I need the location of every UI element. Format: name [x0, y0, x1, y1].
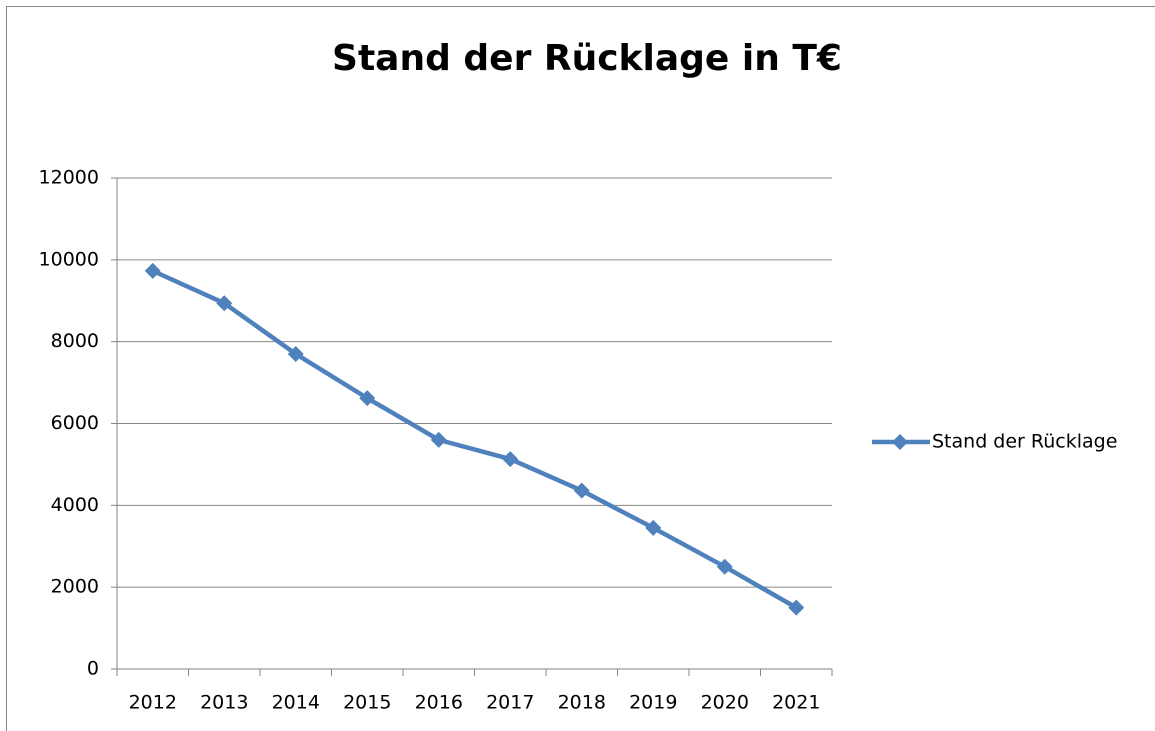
y-tick-label: 8000 — [51, 330, 99, 352]
y-tick-label: 6000 — [51, 412, 99, 434]
y-tick-label: 0 — [87, 658, 99, 680]
legend-marker — [892, 434, 908, 450]
chart-border — [6, 6, 1155, 731]
x-tick-label: 2020 — [701, 692, 749, 714]
point-marker — [716, 558, 733, 575]
series-line — [151, 268, 798, 610]
x-tick-label: 2013 — [200, 692, 248, 714]
y-tick-label: 10000 — [39, 248, 99, 270]
point-marker — [144, 262, 161, 279]
point-marker — [502, 451, 519, 468]
y-tick-label: 4000 — [51, 494, 99, 516]
legend-label: Stand der Rücklage — [932, 431, 1117, 453]
x-tick-label: 2016 — [415, 692, 463, 714]
point-marker — [573, 482, 590, 499]
x-tick-label: 2017 — [486, 692, 534, 714]
chart-title: Stand der Rücklage in T€ — [332, 38, 842, 79]
x-tick-label: 2021 — [772, 692, 820, 714]
point-marker — [216, 295, 233, 312]
point-marker — [359, 390, 376, 407]
x-tick-label: 2012 — [129, 692, 177, 714]
x-tick-label: 2014 — [272, 692, 320, 714]
point-marker — [645, 519, 662, 536]
x-tick-label: 2018 — [558, 692, 606, 714]
point-marker — [430, 431, 447, 448]
x-tick-label: 2019 — [629, 692, 677, 714]
point-marker — [287, 345, 304, 362]
y-tick-label: 12000 — [39, 167, 99, 189]
point-marker — [788, 599, 805, 616]
y-tick-label: 2000 — [51, 576, 99, 598]
x-tick-label: 2015 — [343, 692, 391, 714]
